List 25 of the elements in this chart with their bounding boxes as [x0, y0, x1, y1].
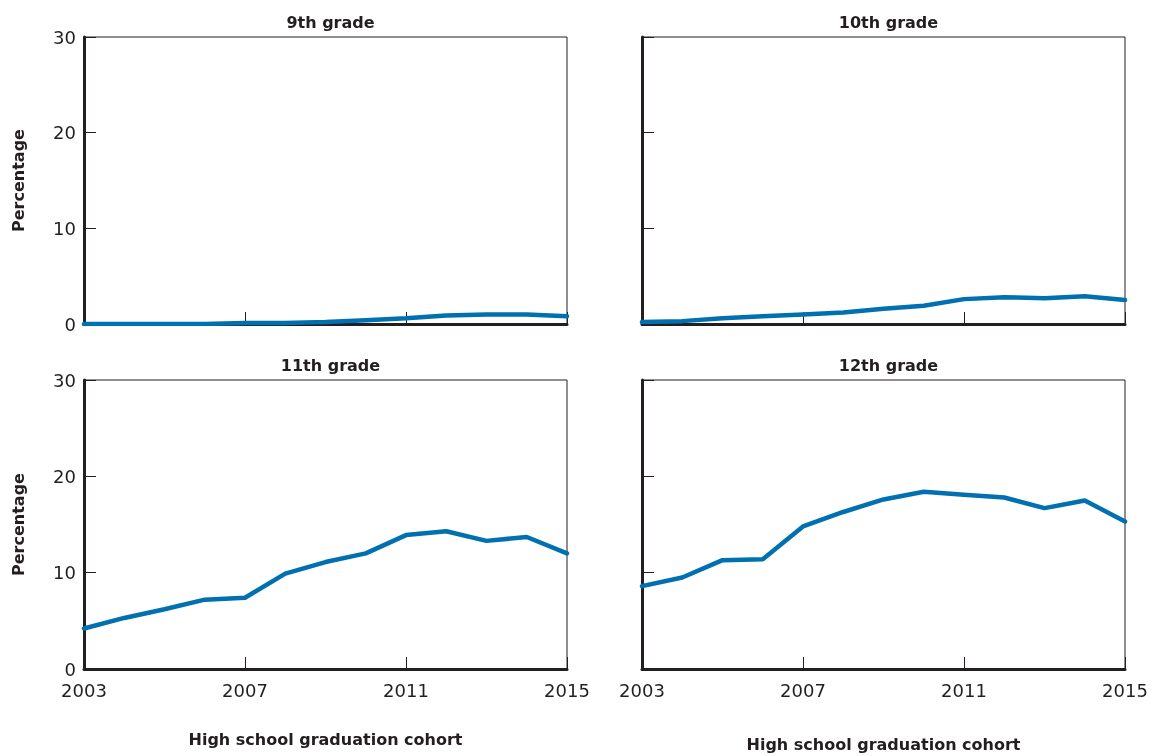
x-tick-label: 2015: [544, 679, 590, 701]
y-tick-label: 30: [53, 26, 76, 48]
x-tick-label: 2003: [619, 679, 665, 701]
x-tick-label: 2011: [383, 679, 429, 701]
x-axis-title: High school graduation cohort: [188, 729, 463, 749]
y-axis-title: Percentage: [8, 128, 28, 232]
x-tick-label: 2011: [941, 679, 987, 701]
y-tick-label: 0: [64, 658, 76, 680]
y-tick-label: 30: [53, 369, 76, 391]
chart-title: 11th grade: [280, 355, 381, 375]
x-axis-title: High school graduation cohort: [746, 734, 1021, 754]
x-tick-label: 2015: [1102, 679, 1148, 701]
chart-title: 10th grade: [838, 12, 939, 32]
y-axis-title: Percentage: [8, 472, 28, 576]
chart-title: 12th grade: [838, 355, 939, 375]
x-tick-label: 2007: [780, 679, 826, 701]
x-tick-label: 2003: [61, 679, 107, 701]
y-tick-label: 10: [53, 217, 76, 239]
x-tick-label: 2007: [222, 679, 268, 701]
y-tick-label: 20: [53, 465, 76, 487]
y-tick-label: 20: [53, 122, 76, 144]
line-series: [81, 528, 570, 631]
y-tick-label: 0: [64, 313, 76, 335]
y-tick-label: 10: [53, 562, 76, 584]
chart-title: 9th grade: [286, 12, 375, 32]
